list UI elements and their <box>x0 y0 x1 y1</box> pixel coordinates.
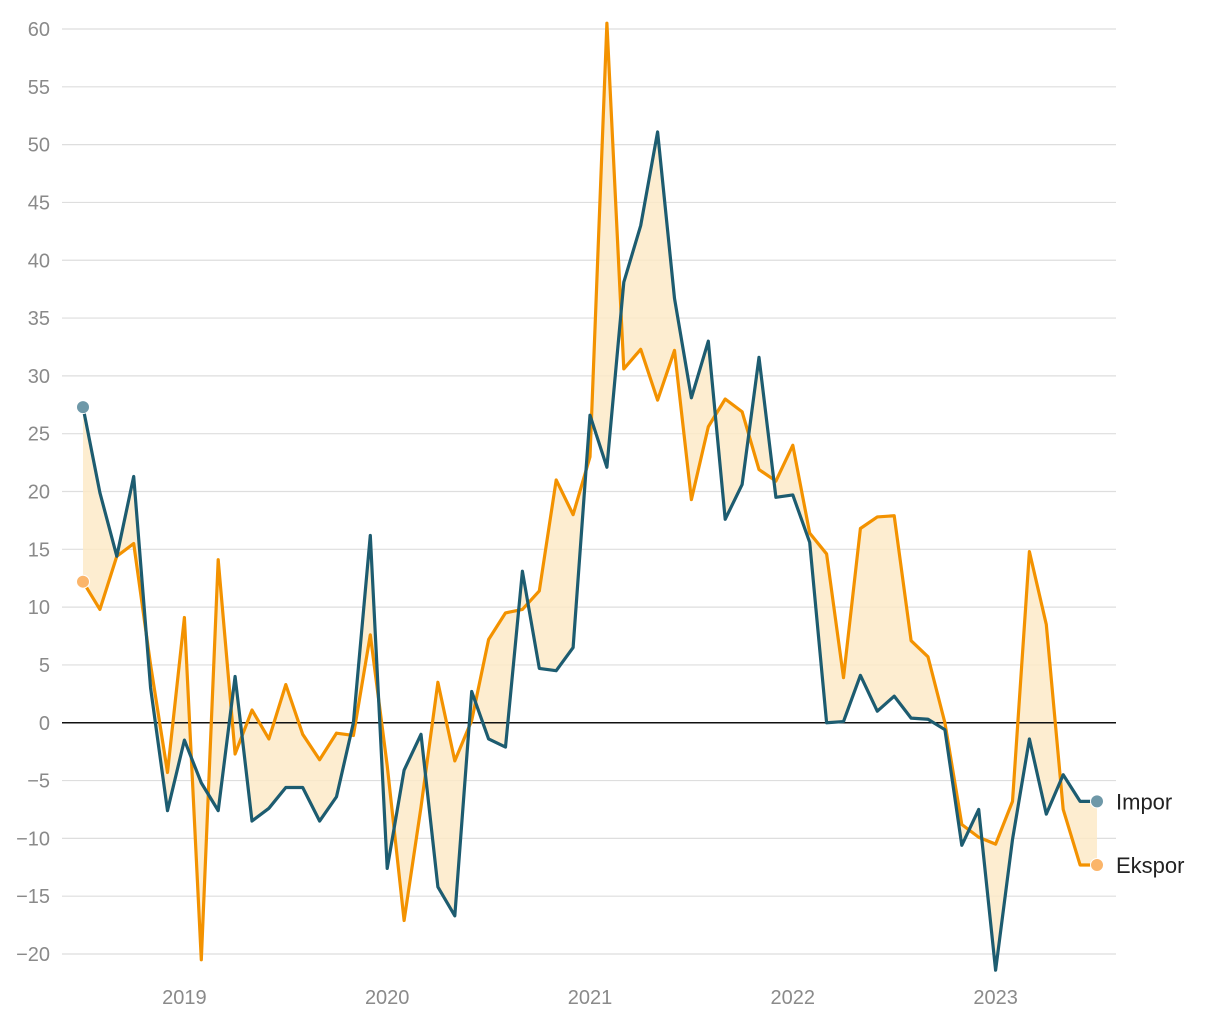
x-axis-tick-labels: 2019 2020 2021 2022 2023 <box>162 987 1018 1009</box>
y-tick-label: 55 <box>28 77 50 99</box>
x-tick-label: 2022 <box>771 987 816 1009</box>
end-markers <box>76 400 1104 872</box>
marker-ekspor <box>76 574 90 589</box>
y-tick-label: 10 <box>28 597 50 619</box>
y-tick-label: 60 <box>28 19 50 41</box>
y-tick-label: 45 <box>28 192 50 214</box>
fill-area <box>83 23 1097 971</box>
legend-label-impor: Impor <box>1116 789 1172 814</box>
y-tick-label: 25 <box>28 424 50 446</box>
y-tick-label: −15 <box>16 886 50 908</box>
y-tick-label: −20 <box>16 944 50 966</box>
legend: Impor Ekspor <box>1116 789 1184 878</box>
x-tick-label: 2021 <box>568 987 613 1009</box>
x-tick-label: 2019 <box>162 987 207 1009</box>
legend-label-ekspor: Ekspor <box>1116 853 1184 878</box>
x-tick-label: 2020 <box>365 987 410 1009</box>
gridlines <box>62 28 1116 955</box>
marker-impor <box>76 400 90 415</box>
difference-fill <box>83 23 1097 971</box>
y-tick-label: 20 <box>28 482 50 504</box>
y-tick-label: 40 <box>28 250 50 272</box>
marker-impor <box>1090 794 1104 809</box>
y-tick-label: 35 <box>28 308 50 330</box>
series-line-impor <box>81 130 1099 972</box>
y-tick-label: 30 <box>28 366 50 388</box>
y-tick-label: 50 <box>28 135 50 157</box>
y-tick-label: −5 <box>27 771 50 793</box>
y-tick-label: 0 <box>39 713 50 735</box>
y-tick-label: −10 <box>16 828 50 850</box>
series-line-ekspor <box>81 21 1099 962</box>
y-tick-label: 5 <box>39 655 50 677</box>
series-lines <box>81 21 1099 972</box>
marker-ekspor <box>1090 857 1104 872</box>
y-tick-label: 15 <box>28 539 50 561</box>
x-tick-label: 2023 <box>973 987 1018 1009</box>
y-axis-tick-labels: −20 −15 −10 −5 0 5 10 15 20 25 30 35 40 45 50 55 60 <box>16 19 50 966</box>
